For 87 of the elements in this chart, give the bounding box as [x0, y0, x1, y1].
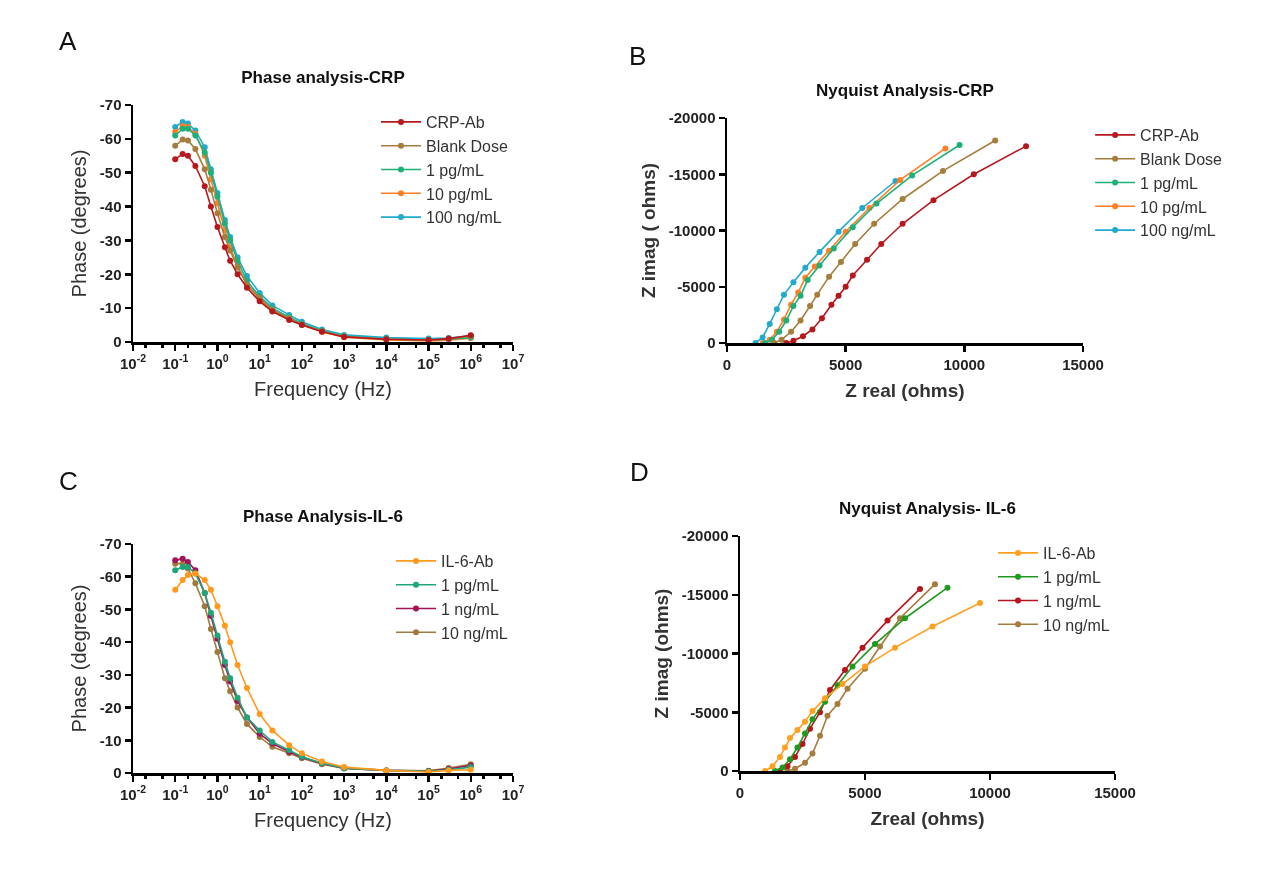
x-tick-label: 10$^{1}$ [248, 352, 272, 372]
chart-title: Nyquist Analysis- IL-6 [839, 499, 1016, 518]
x-tick-label: 10$^{7}$ [501, 783, 525, 803]
legend-label: 10 pg/mL [1140, 198, 1207, 216]
y-axis-title: Z imag ( ohms) [638, 162, 660, 299]
x-tick-label: 15000 [1094, 783, 1136, 801]
chart-title: Phase Analysis-IL-6 [243, 507, 403, 526]
x-tick-label: 15000 [1062, 355, 1104, 373]
legend-label: 10 ng/mL [1043, 616, 1110, 634]
legend-label: 1 ng/mL [441, 600, 499, 618]
y-tick-label: -60 [99, 130, 122, 148]
y-tick-label: -30 [99, 666, 122, 684]
x-tick-label: 10$^{6}$ [459, 783, 483, 803]
y-axis-title: Z imag (ohms) [651, 588, 673, 719]
x-tick-label: 10$^{6}$ [459, 352, 483, 372]
legend-label: 10 pg/mL [426, 185, 493, 203]
x-axis-title: Frequency (Hz) [254, 378, 392, 401]
chart-title: Nyquist Analysis-CRP [816, 81, 994, 100]
x-axis-title: Frequency (Hz) [254, 809, 392, 832]
x-tick-label: 10$^{4}$ [375, 352, 398, 372]
x-tick-label: 10$^{3}$ [332, 783, 356, 803]
y-tick-label: -20 [99, 265, 122, 283]
x-tick-label: 10$^{3}$ [332, 352, 356, 372]
x-tick-label: 10000 [943, 355, 986, 373]
y-tick-label: -10 [99, 731, 122, 749]
x-tick-label: 10$^{0}$ [206, 352, 229, 372]
y-tick-label: -50 [99, 600, 122, 618]
legend-label: IL-6-Ab [1043, 545, 1096, 563]
y-tick-label: -15000 [681, 586, 729, 603]
x-tick-label: 5000 [848, 783, 882, 801]
x-tick-label: 5000 [828, 355, 863, 373]
y-tick-label: -40 [99, 633, 122, 651]
legend-label: 1 pg/mL [426, 161, 484, 179]
x-tick-label: 10$^{0}$ [206, 783, 229, 803]
legend-label: IL-6-Ab [441, 553, 494, 571]
legend-label: 1 ng/mL [1043, 592, 1101, 610]
x-axis-title: Z real (ohms) [845, 379, 965, 401]
legend-label: CRP-Ab [426, 114, 485, 132]
text: A [59, 26, 77, 56]
legend-label: 100 ng/mL [1140, 222, 1216, 240]
y-axis-title: Phase (degrees) [68, 149, 91, 298]
y-tick-label: 0 [720, 762, 729, 780]
legend-label: Blank Dose [426, 137, 508, 155]
x-tick-label: 10$^{4}$ [375, 783, 398, 803]
y-tick-label: -20 [99, 698, 122, 716]
y-tick-label: -70 [99, 535, 122, 553]
x-tick-label: 10$^{-2}$ [119, 352, 147, 372]
chart-title: Phase analysis-CRP [241, 68, 405, 87]
text: C [59, 466, 78, 496]
x-tick-label: 10$^{2}$ [290, 352, 314, 372]
x-tick-label: 10000 [969, 783, 1011, 801]
y-tick-label: 0 [113, 333, 122, 351]
text: B [629, 41, 647, 71]
y-tick-label: -60 [99, 567, 122, 585]
y-tick-label: -70 [99, 96, 122, 114]
y-tick-label: -10 [99, 299, 122, 317]
y-tick-label: 0 [113, 764, 122, 782]
x-tick-label: 10$^{-2}$ [119, 783, 147, 803]
y-tick-label: 0 [707, 334, 716, 352]
y-tick-label: -20000 [681, 527, 729, 545]
y-tick-label: -50 [99, 163, 122, 181]
y-tick-label: -30 [99, 231, 122, 249]
legend-label: 10 ng/mL [441, 624, 508, 642]
y-tick-label: -10000 [681, 644, 729, 662]
y-tick-label: -20000 [668, 109, 716, 127]
legend-label: 1 pg/mL [441, 576, 499, 594]
legend-label: 1 pg/mL [1140, 174, 1199, 192]
y-tick-label: -40 [99, 197, 122, 215]
y-tick-label: -5000 [690, 703, 729, 721]
x-axis-title: Zreal (ohms) [870, 807, 985, 829]
text: D [630, 457, 649, 487]
x-tick-label: 10$^{1}$ [248, 783, 272, 803]
y-axis-title: Phase (degrees) [68, 584, 91, 733]
x-tick-label: 10$^{7}$ [501, 352, 525, 372]
legend-label: Blank Dose [1140, 150, 1223, 168]
x-tick-label: 10$^{-1}$ [162, 783, 189, 803]
x-tick-label: 10$^{-1}$ [162, 352, 189, 372]
x-tick-label: 0 [735, 783, 745, 801]
legend-label: CRP-Ab [1140, 127, 1199, 145]
x-tick-label: 10$^{2}$ [290, 783, 314, 803]
y-tick-label: -10000 [668, 221, 716, 239]
legend-label: 100 ng/mL [426, 209, 502, 227]
x-tick-label: 10$^{5}$ [417, 783, 440, 803]
x-tick-label: 10$^{5}$ [417, 352, 440, 372]
y-tick-label: -5000 [677, 278, 716, 295]
legend-label: 1 pg/mL [1043, 568, 1101, 586]
y-tick-label: -15000 [668, 165, 716, 183]
